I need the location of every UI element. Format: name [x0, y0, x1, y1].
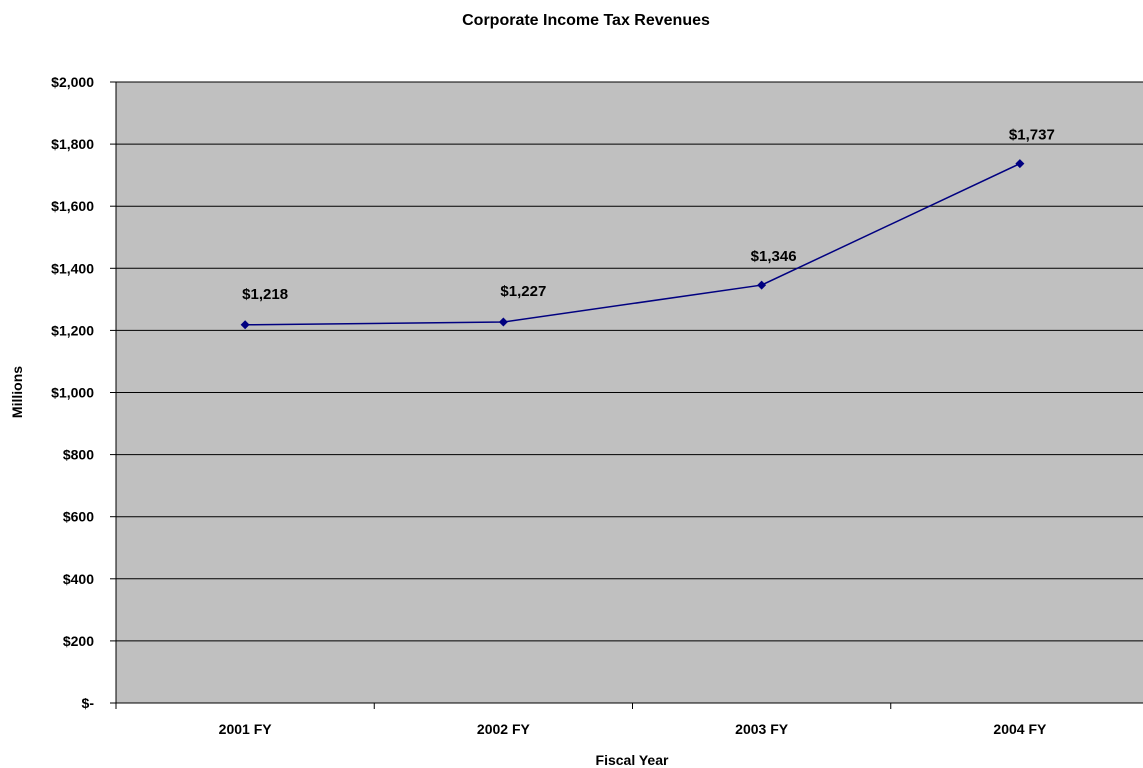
y-tick-label: $1,200 — [51, 322, 94, 338]
series-line — [245, 162, 1021, 326]
data-labels: $1,218 $1,227 $1,346 $1,737 — [242, 127, 1055, 303]
data-label: $1,737 — [1009, 127, 1055, 144]
data-point — [240, 320, 250, 330]
data-point — [1015, 159, 1025, 169]
y-tick-label: $400 — [63, 571, 94, 587]
x-axis-ticks: 2001 FY 2002 FY 2003 FY 2004 FY — [115, 703, 1047, 737]
data-points — [240, 159, 1025, 330]
x-tick-label: 2002 FY — [477, 721, 531, 737]
chart-title: Corporate Income Tax Revenues — [462, 12, 710, 29]
x-tick-label: 2003 FY — [735, 721, 789, 737]
y-tick-label: $1,600 — [51, 198, 94, 214]
y-axis-ticks: $- $200 $400 $600 $800 $1,000 $1,200 $1,400 $1,6… — [51, 74, 116, 711]
y-tick-label: $- — [82, 695, 95, 711]
data-label: $1,227 — [500, 283, 546, 300]
x-tick-label: 2004 FY — [993, 721, 1047, 737]
x-axis-title: Fiscal Year — [596, 752, 669, 768]
y-tick-label: $1,400 — [51, 260, 94, 276]
y-tick-label: $1,000 — [51, 385, 94, 401]
y-tick-label: $800 — [63, 447, 94, 463]
data-point — [498, 317, 508, 327]
x-tick-label: 2001 FY — [219, 721, 273, 737]
gridlines — [116, 81, 1143, 642]
y-tick-label: $600 — [63, 509, 94, 525]
data-label: $1,346 — [751, 248, 797, 265]
data-label: $1,218 — [242, 286, 288, 303]
y-axis-title: Millions — [9, 366, 25, 418]
y-tick-label: $1,800 — [51, 136, 94, 152]
y-tick-label: $200 — [63, 633, 94, 649]
y-tick-label: $2,000 — [51, 74, 94, 90]
data-point — [757, 280, 767, 290]
